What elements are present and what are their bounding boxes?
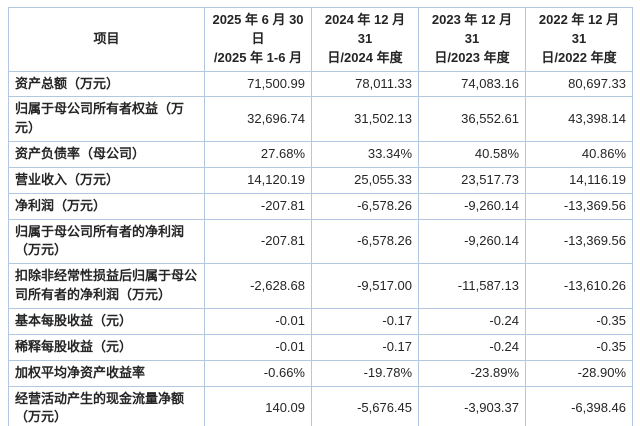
cell-value: -3,903.37 <box>418 385 526 426</box>
cell-value: -207.81 <box>204 192 312 220</box>
cell-value: -0.17 <box>311 307 419 335</box>
cell-value: 32,696.74 <box>204 96 312 143</box>
header-cell-period-2022: 2022 年 12 月 31 日/2022 年度 <box>525 7 633 72</box>
cell-value: 14,116.19 <box>525 166 633 194</box>
cell-value: 25,055.33 <box>311 166 419 194</box>
table-row: 净利润（万元） -207.81 -6,578.26 -9,260.14 -13,369.… <box>8 192 633 220</box>
table-row: 资产负债率（母公司） 27.68% 33.34% 40.58% 40.86% <box>8 141 633 168</box>
row-label: 加权平均净资产收益率 <box>8 359 205 387</box>
row-label: 经营活动产生的现金流量净额（万元） <box>8 385 205 426</box>
header-cell-period-2024: 2024 年 12 月 31 日/2024 年度 <box>311 7 419 72</box>
financial-summary-table: 项目 2025 年 6 月 30 日 /2025 年 1-6 月 2024 年 … <box>8 7 633 426</box>
row-label: 净利润（万元） <box>8 192 205 220</box>
cell-value: -13,369.56 <box>525 218 633 265</box>
cell-value: 33.34% <box>311 141 419 168</box>
cell-value: 140.09 <box>204 385 312 426</box>
row-label: 扣除非经常性损益后归属于母公司所有者的净利润（万元） <box>8 263 205 309</box>
cell-value: -5,676.45 <box>311 385 419 426</box>
header-cell-period-2023: 2023 年 12 月 31 日/2023 年度 <box>418 7 526 72</box>
cell-value: -9,260.14 <box>418 218 526 265</box>
cell-value: 43,398.14 <box>525 96 633 143</box>
row-label: 资产总额（万元） <box>8 70 205 98</box>
header-row: 项目 2025 年 6 月 30 日 /2025 年 1-6 月 2024 年 … <box>8 7 633 72</box>
table-row: 基本每股收益（元） -0.01 -0.17 -0.24 -0.35 <box>8 307 633 335</box>
row-label: 资产负债率（母公司） <box>8 141 205 168</box>
row-label: 归属于母公司所有者的净利润（万元） <box>8 218 205 265</box>
cell-value: 74,083.16 <box>418 70 526 98</box>
cell-value: -0.35 <box>525 333 633 361</box>
table-row: 经营活动产生的现金流量净额（万元） 140.09 -5,676.45 -3,903.3… <box>8 385 633 426</box>
cell-value: -0.17 <box>311 333 419 361</box>
cell-value: 40.58% <box>418 141 526 168</box>
cell-value: -6,398.46 <box>525 385 633 426</box>
table-row: 扣除非经常性损益后归属于母公司所有者的净利润（万元） -2,628.68 -9,51… <box>8 263 633 309</box>
table-row: 加权平均净资产收益率 -0.66% -19.78% -23.89% -28.90% <box>8 359 633 387</box>
cell-value: 36,552.61 <box>418 96 526 143</box>
cell-value: 23,517.73 <box>418 166 526 194</box>
row-label: 营业收入（万元） <box>8 166 205 194</box>
header-cell-item: 项目 <box>8 7 205 72</box>
cell-value: -23.89% <box>418 359 526 387</box>
cell-value: -0.35 <box>525 307 633 335</box>
table-row: 归属于母公司所有者权益（万元） 32,696.74 31,502.13 36,552.… <box>8 96 633 143</box>
cell-value: -0.24 <box>418 333 526 361</box>
cell-value: 78,011.33 <box>311 70 419 98</box>
cell-value: 80,697.33 <box>525 70 633 98</box>
table-row: 营业收入（万元） 14,120.19 25,055.33 23,517.73 14,11… <box>8 166 633 194</box>
cell-value: -13,369.56 <box>525 192 633 220</box>
cell-value: 40.86% <box>525 141 633 168</box>
table-row: 稀释每股收益（元） -0.01 -0.17 -0.24 -0.35 <box>8 333 633 361</box>
cell-value: -2,628.68 <box>204 263 312 309</box>
row-label: 归属于母公司所有者权益（万元） <box>8 96 205 143</box>
table-header: 项目 2025 年 6 月 30 日 /2025 年 1-6 月 2024 年 … <box>8 7 633 72</box>
cell-value: -11,587.13 <box>418 263 526 309</box>
header-cell-period-2025: 2025 年 6 月 30 日 /2025 年 1-6 月 <box>204 7 312 72</box>
cell-value: 31,502.13 <box>311 96 419 143</box>
cell-value: -0.24 <box>418 307 526 335</box>
cell-value: -6,578.26 <box>311 192 419 220</box>
cell-value: -9,260.14 <box>418 192 526 220</box>
cell-value: -0.01 <box>204 333 312 361</box>
cell-value: -6,578.26 <box>311 218 419 265</box>
cell-value: -0.01 <box>204 307 312 335</box>
cell-value: -207.81 <box>204 218 312 265</box>
cell-value: 71,500.99 <box>204 70 312 98</box>
table-row: 资产总额（万元） 71,500.99 78,011.33 74,083.16 80,69… <box>8 70 633 98</box>
row-label: 基本每股收益（元） <box>8 307 205 335</box>
cell-value: -9,517.00 <box>311 263 419 309</box>
cell-value: 27.68% <box>204 141 312 168</box>
cell-value: -28.90% <box>525 359 633 387</box>
table-row: 归属于母公司所有者的净利润（万元） -207.81 -6,578.26 -9,260.… <box>8 218 633 265</box>
row-label: 稀释每股收益（元） <box>8 333 205 361</box>
table-body: 资产总额（万元） 71,500.99 78,011.33 74,083.16 80,69… <box>8 70 633 426</box>
cell-value: 14,120.19 <box>204 166 312 194</box>
cell-value: -19.78% <box>311 359 419 387</box>
cell-value: -0.66% <box>204 359 312 387</box>
cell-value: -13,610.26 <box>525 263 633 309</box>
